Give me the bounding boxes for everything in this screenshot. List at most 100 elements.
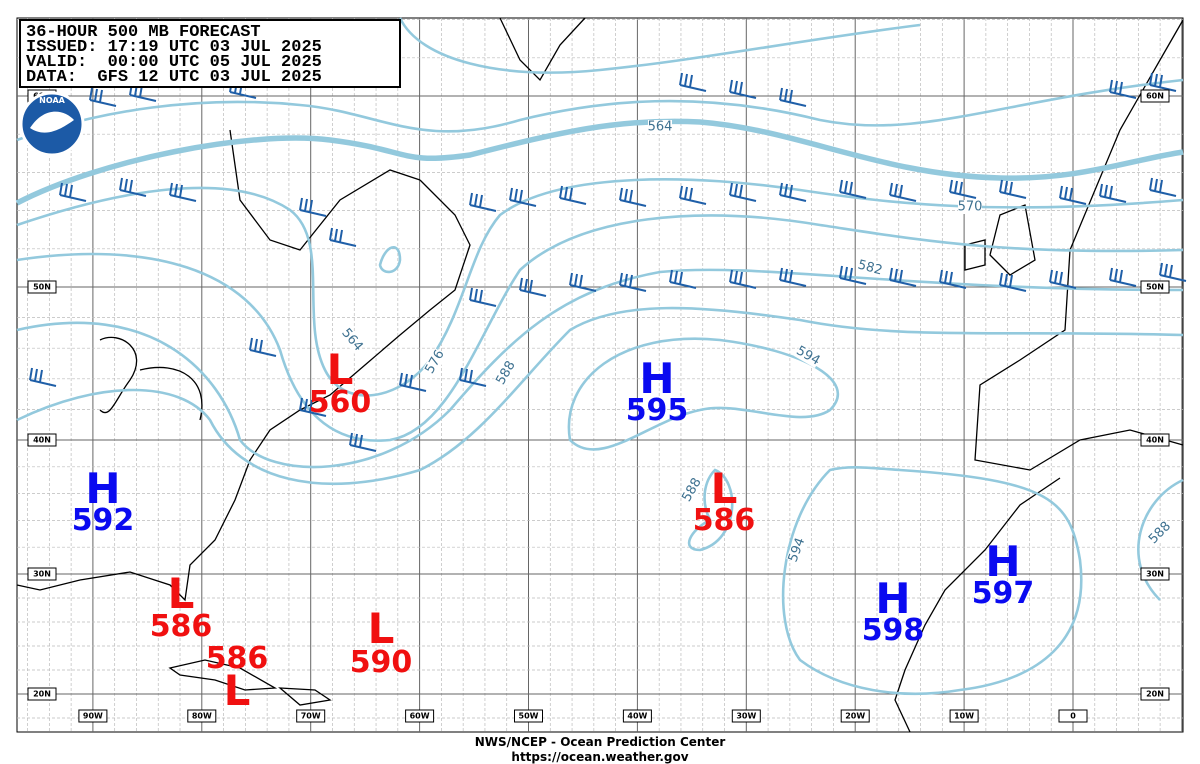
coordinate-label: 50N [33, 283, 51, 292]
height-contour [687, 468, 734, 552]
wind-barb [459, 367, 487, 387]
footer-line: NWS/NCEP - Ocean Prediction Center [475, 735, 726, 749]
coordinate-label: 30N [1146, 570, 1164, 579]
wind-barb [999, 179, 1027, 199]
wind-barb [619, 187, 647, 207]
pressure-center-value: 592 [72, 503, 135, 538]
coastline [894, 477, 1061, 733]
coordinate-box [1140, 567, 1170, 581]
wind-barb [949, 179, 977, 199]
wind-barb [299, 197, 327, 217]
coordinate-label: 40W [627, 712, 647, 721]
coastline [974, 19, 1184, 471]
header-box [19, 19, 401, 88]
wind-barb [1049, 269, 1077, 289]
footer-line: https://ocean.weather.gov [511, 750, 688, 764]
wind-barbs [29, 72, 1187, 452]
pressure-center-value: 598 [862, 613, 925, 648]
wind-barb [249, 337, 277, 357]
wind-barb [329, 227, 357, 247]
coordinate-label: 10W [954, 712, 974, 721]
coordinate-box [1140, 280, 1170, 294]
wind-barb [999, 272, 1027, 292]
coastline [99, 336, 203, 421]
coordinate-label: 20N [33, 690, 51, 699]
wind-barb [889, 182, 917, 202]
pressure-center-type: H [639, 354, 674, 403]
contour-label-bg [648, 120, 672, 134]
wind-barb [779, 182, 807, 202]
pressure-center-type: H [875, 574, 910, 623]
coordinate-box [296, 709, 326, 723]
wind-barb [1159, 262, 1187, 282]
height-contour [16, 306, 1184, 486]
coordinate-box [405, 709, 435, 723]
wind-barb [679, 72, 707, 92]
wind-barb [619, 272, 647, 292]
wind-barb [569, 272, 597, 292]
contours [15, 17, 1184, 695]
wind-barb [169, 182, 197, 202]
wind-barb [839, 179, 867, 199]
coastline [16, 179, 471, 602]
contour-label-bg [679, 476, 705, 504]
coordinate-label: 60N [1146, 92, 1164, 101]
map-frame [16, 17, 1184, 733]
contour-label-bg [856, 258, 884, 278]
wind-barb [669, 269, 697, 289]
wind-barb [729, 79, 757, 99]
contour-label-bg [493, 359, 519, 387]
coordinate-label: 40N [1146, 436, 1164, 445]
header-line: ISSUED: 17:19 UTC 03 JUL 2025 [26, 38, 322, 57]
coordinate-label: 50N [1146, 283, 1164, 292]
pressure-center-type: L [368, 604, 395, 653]
wind-barb [939, 269, 967, 289]
contour-label-bg [786, 536, 808, 564]
coastline [168, 659, 332, 706]
coordinate-box [27, 687, 57, 701]
wind-barb [119, 177, 147, 197]
wind-barb [729, 182, 757, 202]
wind-barb [839, 265, 867, 285]
wind-barb [89, 87, 117, 107]
coordinate-box [514, 709, 543, 723]
coordinate-label: 80W [192, 712, 212, 721]
coordinate-label: 30N [33, 570, 51, 579]
contour-label-bg [338, 326, 366, 354]
wind-barb [1099, 183, 1127, 203]
pressure-center-value: 590 [350, 645, 413, 680]
wind-barb [129, 82, 157, 102]
wind-barb [59, 182, 87, 202]
wind-barb [559, 185, 587, 205]
height-contour [16, 214, 1184, 442]
pressure-center-type: L [168, 569, 195, 618]
coordinate-label: 60W [410, 712, 430, 721]
coordinate-box [1140, 433, 1170, 447]
height-contour [16, 268, 1184, 469]
height-contour [1137, 478, 1184, 601]
wind-barb [469, 192, 497, 212]
coordinate-label: 70W [301, 712, 321, 721]
wind-barb [299, 397, 327, 417]
pressure-center-value: 586 [206, 641, 269, 676]
wind-barb [779, 267, 807, 287]
coordinate-box [1140, 89, 1170, 103]
pressure-center-value: 597 [972, 576, 1035, 611]
wind-barb [1149, 72, 1177, 92]
coastlines [16, 17, 1184, 733]
height-contour [378, 246, 402, 274]
wind-barb [779, 87, 807, 107]
coordinate-box [78, 709, 108, 723]
contour-label: 570 [958, 200, 983, 215]
coordinate-box [187, 709, 217, 723]
header-line: DATA: GFS 12 UTC 03 JUL 2025 [26, 68, 322, 87]
height-contour [781, 465, 1083, 695]
coordinate-box [27, 567, 57, 581]
header-line: 36-HOUR 500 MB FORECAST [26, 23, 261, 42]
wind-barb [889, 267, 917, 287]
logo-text: NOAA [39, 96, 65, 105]
coordinate-box [840, 709, 870, 723]
coastline [499, 17, 586, 82]
coordinate-label: 20N [1146, 690, 1164, 699]
